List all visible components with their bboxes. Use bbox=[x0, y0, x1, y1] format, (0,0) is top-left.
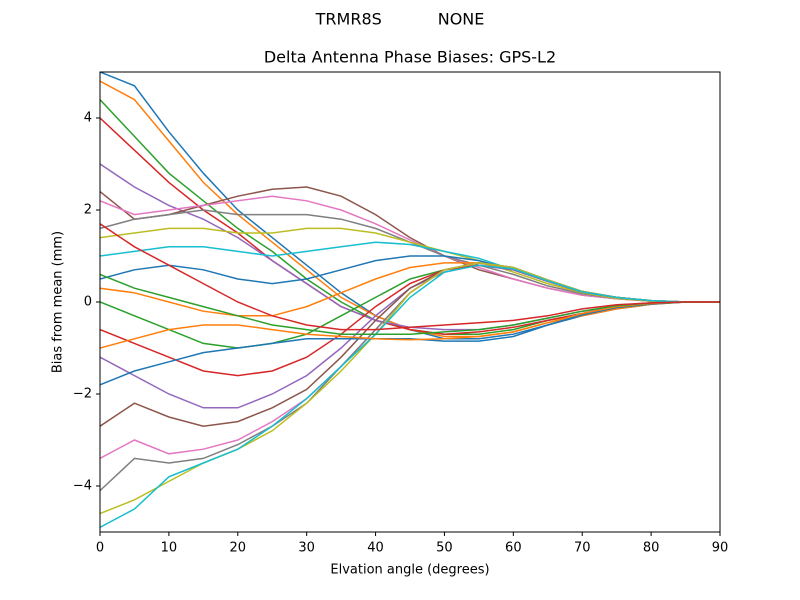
data-line bbox=[100, 301, 720, 386]
x-tick-label: 40 bbox=[367, 541, 384, 556]
data-line bbox=[100, 301, 720, 349]
x-tick-label: 30 bbox=[298, 541, 315, 556]
y-tick-label: 2 bbox=[84, 203, 92, 218]
y-axis-label: Bias from mean (mm) bbox=[51, 231, 66, 373]
suptitle: TRMR8S NONE bbox=[315, 10, 485, 29]
y-tick-label: 4 bbox=[84, 111, 92, 126]
y-tick-label: −2 bbox=[73, 387, 92, 402]
x-tick-label: 60 bbox=[505, 541, 522, 556]
x-tick-label: 10 bbox=[161, 541, 178, 556]
plot-area bbox=[100, 72, 720, 529]
x-tick-label: 70 bbox=[574, 541, 591, 556]
data-line bbox=[100, 264, 720, 529]
data-line bbox=[100, 223, 720, 331]
x-tick-label: 90 bbox=[712, 541, 729, 556]
x-tick-label: 50 bbox=[436, 541, 453, 556]
chart-title: Delta Antenna Phase Biases: GPS-L2 bbox=[264, 48, 556, 67]
data-line bbox=[100, 273, 720, 335]
x-axis-label: Elvation angle (degrees) bbox=[330, 563, 489, 578]
x-tick-label: 20 bbox=[230, 541, 247, 556]
x-tick-label: 0 bbox=[96, 541, 104, 556]
x-tick-label: 80 bbox=[643, 541, 660, 556]
data-line bbox=[100, 227, 720, 303]
y-tick-label: 0 bbox=[84, 295, 92, 310]
y-tick-label: −4 bbox=[73, 479, 92, 494]
